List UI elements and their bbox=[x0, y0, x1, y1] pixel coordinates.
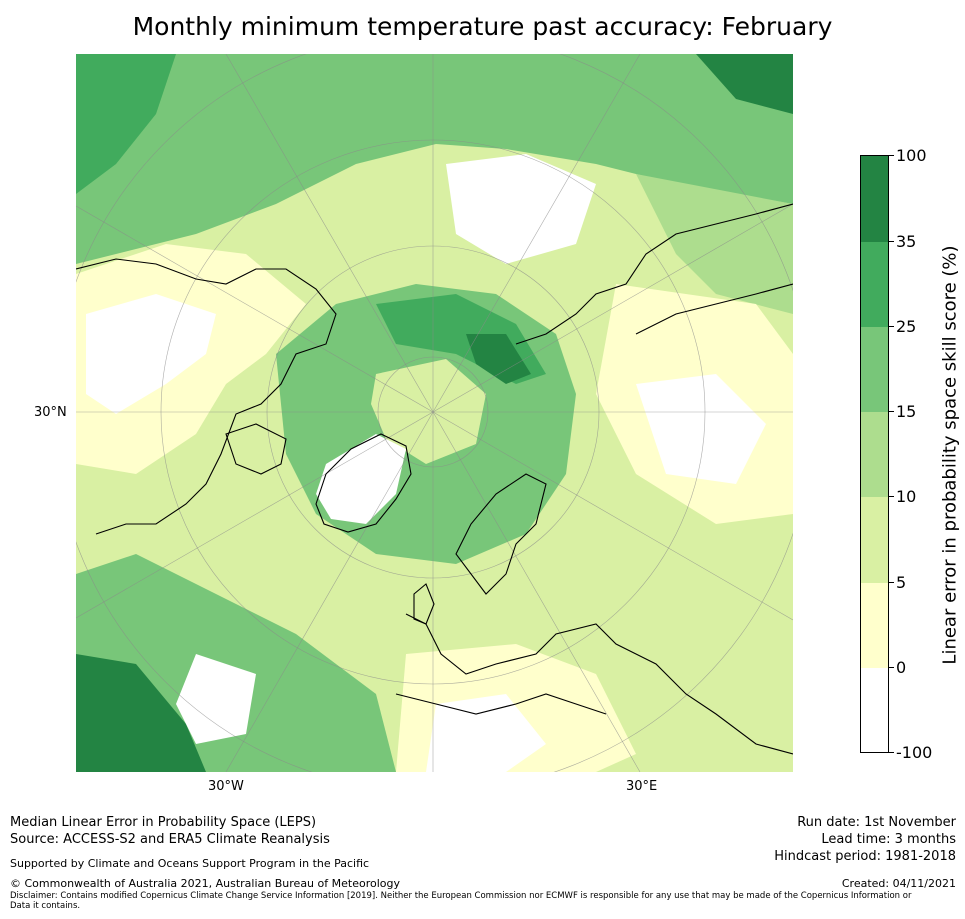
colorbar-segment-35-100 bbox=[861, 156, 888, 242]
colorbar-tick-15 bbox=[889, 411, 894, 412]
skill-region-north-america-white bbox=[86, 294, 216, 414]
footer-copyright: © Commonwealth of Australia 2021, Austra… bbox=[10, 877, 400, 890]
footer-lead-time: Lead time: 3 months bbox=[821, 832, 956, 847]
colorbar bbox=[860, 155, 889, 753]
skill-region-barents-max bbox=[466, 334, 531, 384]
footer-method: Median Linear Error in Probability Space… bbox=[10, 815, 317, 830]
skill-region-pole-pale bbox=[371, 359, 486, 464]
longitude-label-30w: 30°W bbox=[208, 779, 244, 794]
graticule bbox=[76, 54, 793, 772]
meridian-30w bbox=[225, 411, 434, 772]
colorbar-segment-10-15 bbox=[861, 412, 888, 497]
coastline-eurasia-north bbox=[515, 203, 793, 345]
colorbar-segment-15-25 bbox=[861, 327, 888, 412]
skill-region-africa-white bbox=[426, 694, 546, 772]
colorbar-label-10: 10 bbox=[896, 487, 917, 506]
meridian-120e bbox=[432, 203, 793, 413]
coastline-british-isles bbox=[413, 583, 435, 625]
coastline-scandinavia bbox=[455, 473, 547, 595]
colorbar-tick-10 bbox=[889, 496, 894, 497]
colorbar-tick-25 bbox=[889, 326, 894, 327]
meridian-150e bbox=[432, 54, 641, 413]
colorbar-label-25: 25 bbox=[896, 317, 917, 336]
skill-region-left-edge bbox=[76, 54, 176, 194]
colorbar-tick-35 bbox=[889, 241, 894, 242]
colorbar-label-15: 15 bbox=[896, 402, 917, 421]
colorbar-title: Linear error in probability space skill … bbox=[939, 245, 961, 665]
colorbar-tick-5 bbox=[889, 582, 894, 583]
colorbar-label-5: 5 bbox=[896, 573, 907, 592]
coastline-north-america bbox=[76, 258, 337, 535]
colorbar-label-neg100: -100 bbox=[896, 743, 933, 762]
skill-region-right-mid bbox=[636, 174, 793, 314]
skill-region-top-corner bbox=[696, 54, 793, 114]
colorbar-label-0: 0 bbox=[896, 658, 907, 677]
latitude-label-30n: 30°N bbox=[34, 405, 67, 420]
meridian-60w bbox=[76, 411, 434, 619]
chart-title: Monthly minimum temperature past accurac… bbox=[132, 12, 833, 41]
skill-region-siberia-white bbox=[446, 154, 596, 264]
coastline-mediterranean bbox=[395, 693, 607, 715]
footer-run-date: Run date: 1st November bbox=[797, 815, 956, 830]
footer-method-source: Median Linear Error in Probability Space… bbox=[10, 814, 330, 848]
colorbar-tick-100 bbox=[889, 155, 894, 156]
colorbar-segment-25-35 bbox=[861, 242, 888, 327]
coastline-greenland bbox=[315, 433, 412, 533]
coastline-hudson-bay bbox=[225, 423, 287, 475]
skill-map bbox=[76, 54, 793, 772]
coastline-asia-east bbox=[635, 283, 793, 335]
footer-disclaimer: Disclaimer: Contains modified Copernicus… bbox=[10, 891, 912, 911]
skill-region-pacific-white bbox=[176, 654, 256, 744]
skill-region-pacific-bottom-left bbox=[76, 654, 206, 772]
footer-hindcast-period: Hindcast period: 1981-2018 bbox=[774, 849, 956, 864]
coastlines bbox=[76, 203, 793, 755]
colorbar-segment-5-10 bbox=[861, 497, 888, 583]
footer-support: Supported by Climate and Oceans Support … bbox=[10, 857, 370, 870]
colorbar-label-100: 100 bbox=[896, 146, 927, 165]
coastline-europe bbox=[405, 613, 793, 755]
colorbar-tick-0 bbox=[889, 667, 894, 668]
colorbar-segment-0-5 bbox=[861, 583, 888, 668]
skill-region-asia-white bbox=[636, 374, 766, 484]
skill-region-greenland-white bbox=[316, 434, 406, 524]
meridian-60e bbox=[432, 411, 793, 621]
footer-source: Source: ACCESS-S2 and ERA5 Climate Reana… bbox=[10, 832, 330, 847]
longitude-label-30e: 30°E bbox=[626, 779, 658, 794]
footer-created-date: Created: 04/11/2021 bbox=[841, 877, 956, 890]
colorbar-tick-neg100 bbox=[889, 752, 894, 753]
meridian-120w bbox=[76, 205, 434, 413]
meridian-30e bbox=[432, 411, 641, 772]
skill-region-north-pacific bbox=[76, 54, 793, 264]
colorbar-label-35: 35 bbox=[896, 232, 917, 251]
colorbar-segment-neg100-0 bbox=[861, 668, 888, 752]
footer-run-info: Run date: 1st November Lead time: 3 mont… bbox=[774, 814, 956, 865]
meridian-150w bbox=[225, 54, 434, 413]
